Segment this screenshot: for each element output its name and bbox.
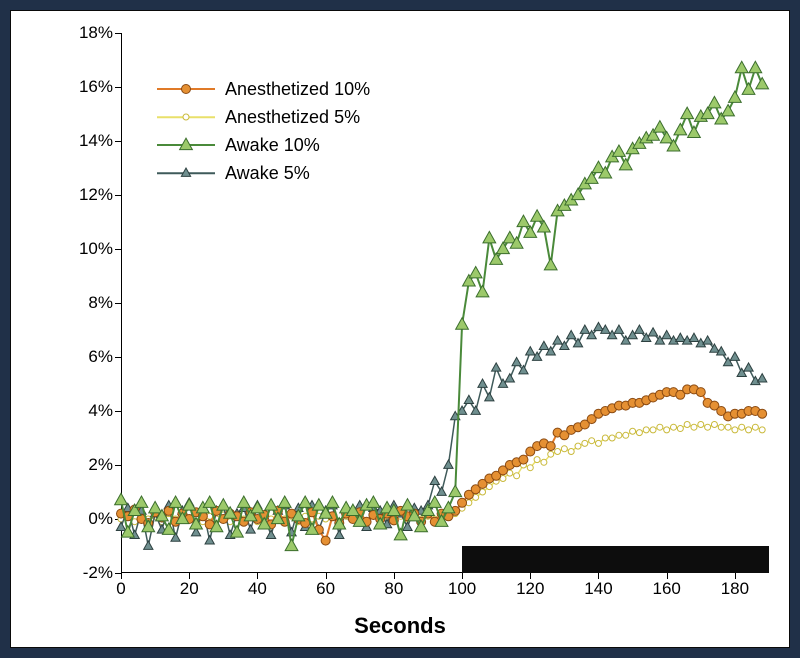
ytick-label: 8% [88,293,113,313]
ytick-label: -2% [83,563,113,583]
xtick-label: 160 [652,579,680,599]
legend-swatch [157,162,215,184]
ytick-label: 6% [88,347,113,367]
ytick-label: 14% [79,131,113,151]
xtick-label: 140 [584,579,612,599]
legend-item: Anesthetized 5% [157,103,370,131]
ytick-label: 12% [79,185,113,205]
xtick-label: 40 [248,579,267,599]
legend-swatch [157,134,215,156]
legend-item: Anesthetized 10% [157,75,370,103]
legend-label: Anesthetized 5% [225,107,360,128]
ytick-label: 10% [79,239,113,259]
legend: Anesthetized 10% Anesthetized 5% Awake 10%… [151,71,376,191]
ytick-label: 2% [88,455,113,475]
legend-item: Awake 10% [157,131,370,159]
x-axis-label: Seconds [354,613,446,639]
legend-label: Anesthetized 10% [225,79,370,100]
ytick-label: 16% [79,77,113,97]
xtick-label: 120 [516,579,544,599]
xtick-label: 60 [316,579,335,599]
legend-swatch [157,106,215,128]
legend-label: Awake 10% [225,135,320,156]
ytick-label: 18% [79,23,113,43]
xtick-label: 100 [448,579,476,599]
xtick-label: 180 [721,579,749,599]
legend-label: Awake 5% [225,163,310,184]
chart-frame: Percent Change in MR Signal Intensity -2… [10,10,790,648]
ytick-label: 4% [88,401,113,421]
stimulus-bar [462,546,769,573]
xtick-label: 80 [384,579,403,599]
legend-item: Awake 5% [157,159,370,187]
ytick-label: 0% [88,509,113,529]
xtick-label: 0 [116,579,125,599]
xtick-label: 20 [180,579,199,599]
legend-swatch [157,78,215,100]
